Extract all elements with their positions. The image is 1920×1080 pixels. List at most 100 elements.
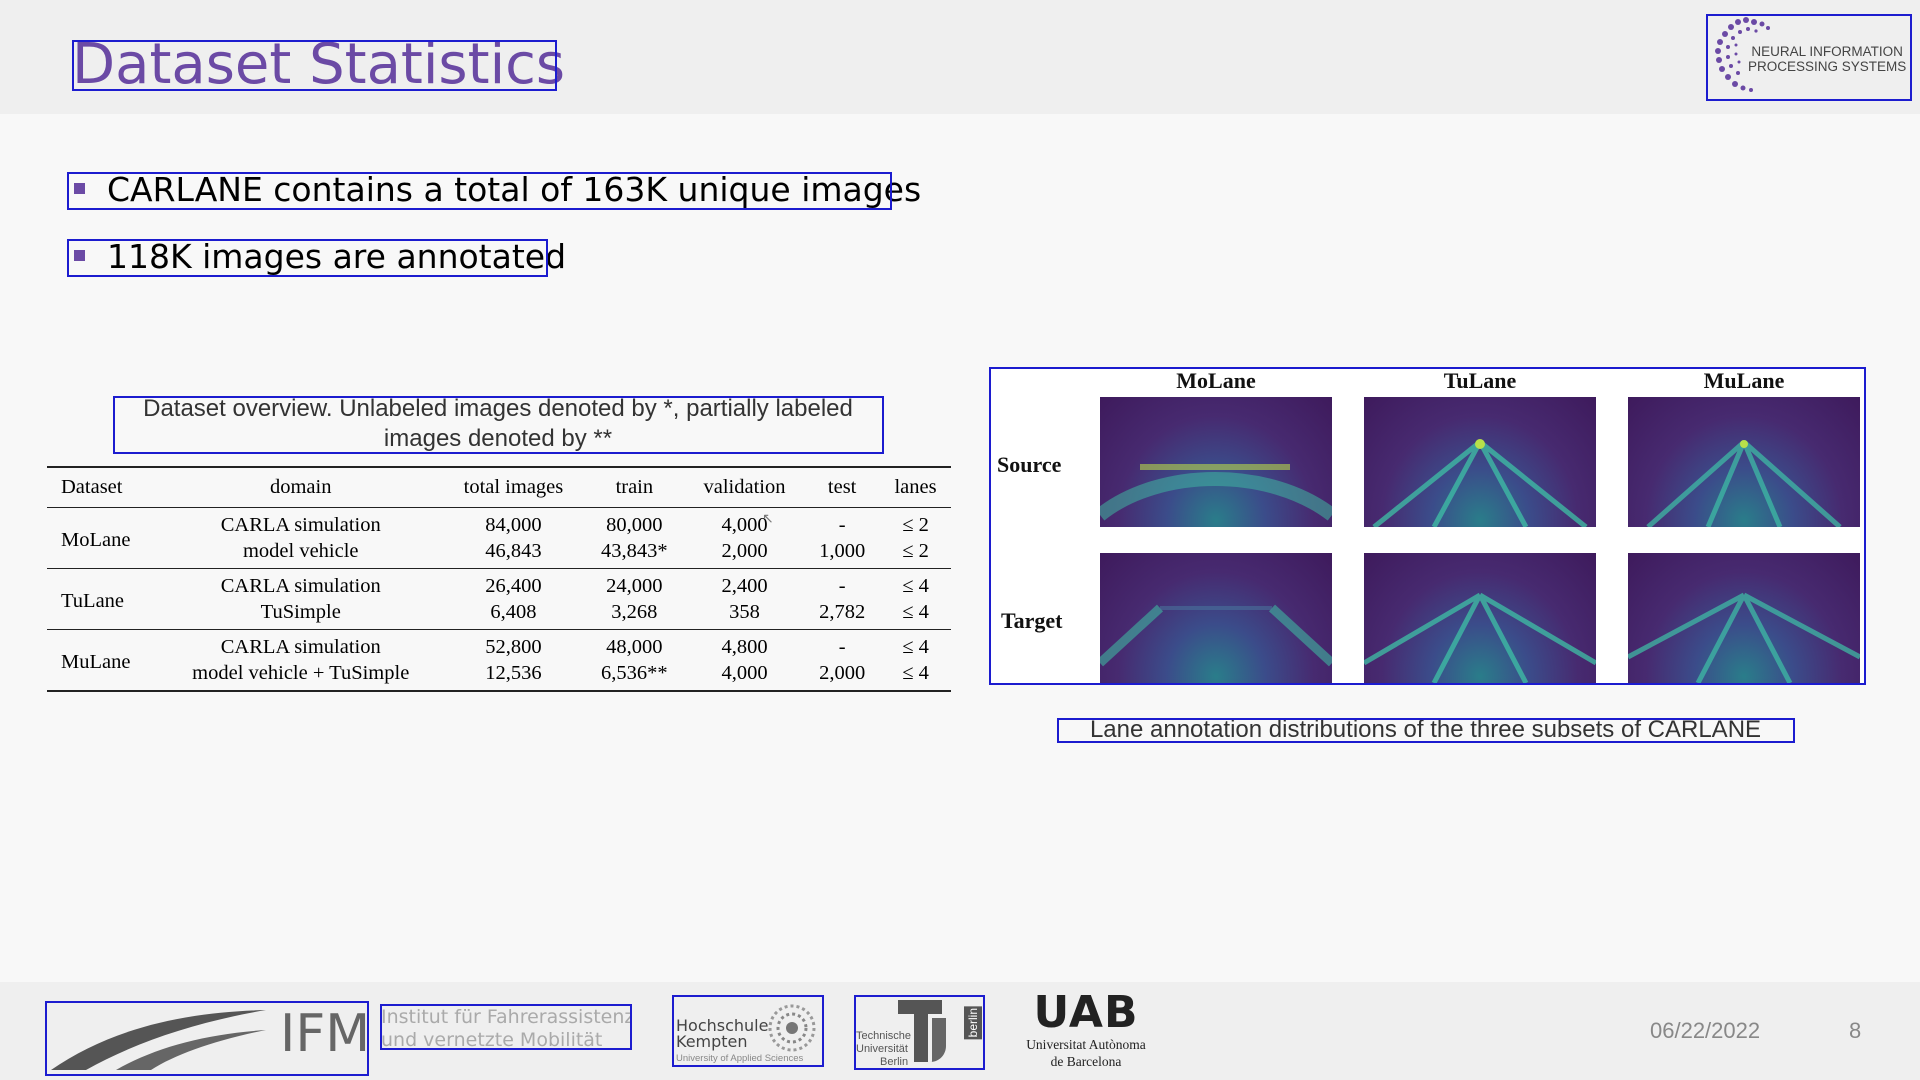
table-cell: CARLA simulation bbox=[220, 514, 381, 536]
neurips-spiral-icon bbox=[1715, 17, 1770, 92]
neurips-wordmark: NEURAL INFORMATION PROCESSING SYSTEMS bbox=[1748, 44, 1906, 74]
table-cell: - bbox=[838, 514, 846, 536]
table-cell: 46,843 bbox=[485, 540, 542, 562]
figure-caption: Lane annotation distributions of the thr… bbox=[1089, 716, 1762, 743]
neurips-logo-highlight bbox=[1706, 14, 1912, 101]
lane-heat-lines-icon bbox=[1372, 439, 1588, 527]
table-cell: 1,000 bbox=[819, 540, 866, 562]
figure-row-header: Source bbox=[997, 452, 1062, 477]
footer-band bbox=[0, 982, 1920, 1080]
heatmap-mulane-target bbox=[1628, 553, 1860, 683]
slide-date: 06/22/2022 bbox=[1650, 1018, 1761, 1043]
table-cell: 2,000 bbox=[819, 662, 866, 684]
table-cell: 80,000 bbox=[606, 514, 663, 536]
column-header: total images bbox=[463, 476, 564, 498]
dataset-name-cell: MoLane bbox=[61, 529, 131, 551]
table-cell: ≤ 4 bbox=[902, 636, 929, 658]
hochschule-kempten-logo: Hochschule Kempten University of Applied… bbox=[672, 996, 824, 1066]
uab-wordmark: UAB bbox=[1033, 987, 1139, 1038]
hsk-line3: University of Applied Sciences bbox=[676, 1053, 804, 1064]
table-row: MuLane CARLA simulation 52,800 48,000 4,… bbox=[47, 630, 951, 673]
ifm-text-highlight bbox=[380, 1004, 632, 1050]
uab-line2: de Barcelona bbox=[1050, 1054, 1122, 1069]
table-cell: ≤ 4 bbox=[902, 662, 929, 684]
dataset-statistics-table: Dataset domain total images train valida… bbox=[47, 466, 951, 692]
table-cell: 6,536** bbox=[601, 662, 668, 684]
table-cell: ≤ 4 bbox=[902, 575, 929, 597]
figure-row-header: Target bbox=[1001, 608, 1063, 633]
tu-line2: Universität bbox=[856, 1043, 908, 1055]
bullet-item-2: 118K images are annotated bbox=[68, 239, 566, 275]
table-cell: 26,400 bbox=[485, 575, 542, 597]
table-row: model vehicle + TuSimple 12,536 6,536** … bbox=[47, 660, 951, 691]
lane-heat-lines-icon bbox=[1100, 604, 1332, 667]
table-row: TuLane CARLA simulation 26,400 24,000 2,… bbox=[47, 569, 951, 612]
table-cell: - bbox=[838, 636, 846, 658]
ifm-logo: IFM bbox=[46, 1002, 371, 1075]
dataset-name-cell: MuLane bbox=[61, 651, 131, 673]
tu-mark-icon bbox=[898, 1000, 946, 1062]
heatmap-molane-target bbox=[1100, 553, 1332, 683]
figure-column-header: MoLane bbox=[1176, 368, 1256, 393]
uab-logo: UAB Universitat Autònoma de Barcelona bbox=[1008, 990, 1164, 1070]
table-cell: 2,782 bbox=[819, 601, 866, 623]
neurips-line2: PROCESSING SYSTEMS bbox=[1748, 59, 1907, 74]
dataset-name-cell: TuLane bbox=[61, 590, 125, 612]
table-cell: 24,000 bbox=[606, 575, 663, 597]
table-cell: 4,800 bbox=[721, 636, 768, 658]
table-cell: 52,800 bbox=[485, 636, 542, 658]
table-cell: ≤ 2 bbox=[902, 540, 929, 562]
table-cell: 4,000 bbox=[721, 662, 768, 684]
table-cell: 2,000 bbox=[721, 540, 768, 562]
table-cell: CARLA simulation bbox=[220, 636, 381, 658]
table-cell: 3,268 bbox=[611, 601, 658, 623]
column-header: validation bbox=[703, 476, 786, 498]
hsk-spiral-icon bbox=[768, 1004, 816, 1052]
bullet-text: CARLANE contains a total of 163K unique … bbox=[107, 170, 922, 209]
bullet-1-highlight bbox=[67, 172, 892, 210]
tu-line1: Technische bbox=[856, 1030, 912, 1042]
table-cell: TuSimple bbox=[260, 601, 341, 623]
ifm-institute-name: Institut für Fahrerassistenz und vernetz… bbox=[381, 1006, 631, 1050]
slide-page-number: 8 bbox=[1849, 1018, 1862, 1043]
table-caption: Dataset overview. Unlabeled images denot… bbox=[143, 395, 853, 452]
table-caption-highlight bbox=[113, 396, 884, 454]
column-header: Dataset bbox=[61, 476, 123, 498]
table-cell: 4,000 bbox=[721, 514, 768, 536]
ifm-wordmark: IFM bbox=[280, 1004, 371, 1064]
bullet-marker-icon bbox=[74, 183, 85, 194]
hsk-logo-highlight bbox=[672, 995, 824, 1067]
lane-heat-lines-icon bbox=[1100, 464, 1332, 521]
table-group-molane: MoLane CARLA simulation 84,000 80,000 4,… bbox=[47, 508, 951, 569]
mouse-cursor-icon: ↖ bbox=[762, 510, 774, 526]
neurips-line1: NEURAL INFORMATION bbox=[1751, 44, 1903, 59]
table-cell: 12,536 bbox=[485, 662, 542, 684]
table-cell: 6,408 bbox=[490, 601, 537, 623]
table-cell: - bbox=[838, 575, 846, 597]
figure-column-header: TuLane bbox=[1443, 368, 1517, 393]
tu-logo-highlight bbox=[854, 995, 985, 1070]
bullet-item-1: CARLANE contains a total of 163K unique … bbox=[68, 172, 921, 208]
table-cell: 48,000 bbox=[606, 636, 663, 658]
lane-heat-lines-icon bbox=[1364, 592, 1596, 683]
table-cell: 2,400 bbox=[721, 575, 768, 597]
figure-column-header: MuLane bbox=[1703, 368, 1785, 393]
table-group-mulane: MuLane CARLA simulation 52,800 48,000 4,… bbox=[47, 630, 951, 691]
bullet-marker-icon bbox=[74, 250, 85, 261]
column-header: train bbox=[615, 476, 654, 498]
slide-title-highlight bbox=[72, 40, 557, 91]
table-cell: model vehicle bbox=[242, 540, 359, 562]
lane-heat-lines-icon bbox=[1646, 440, 1842, 527]
lane-heat-lines-icon bbox=[1628, 592, 1860, 683]
ifm-line2: und vernetzte Mobilität bbox=[381, 1029, 603, 1050]
header-band bbox=[0, 0, 1920, 114]
table-cell: model vehicle + TuSimple bbox=[192, 662, 410, 684]
column-header: lanes bbox=[894, 476, 937, 498]
bullet-text: 118K images are annotated bbox=[107, 237, 567, 276]
heatmap-molane-source bbox=[1100, 397, 1332, 527]
uab-line1: Universitat Autònoma bbox=[1026, 1037, 1146, 1052]
ifm-line1: Institut für Fahrerassistenz bbox=[381, 1006, 631, 1028]
tu-berlin-logo: Technische Universität Berlin berlin bbox=[854, 996, 984, 1070]
table-header-row: Dataset domain total images train valida… bbox=[47, 467, 951, 508]
bullet-2-highlight bbox=[67, 239, 548, 277]
